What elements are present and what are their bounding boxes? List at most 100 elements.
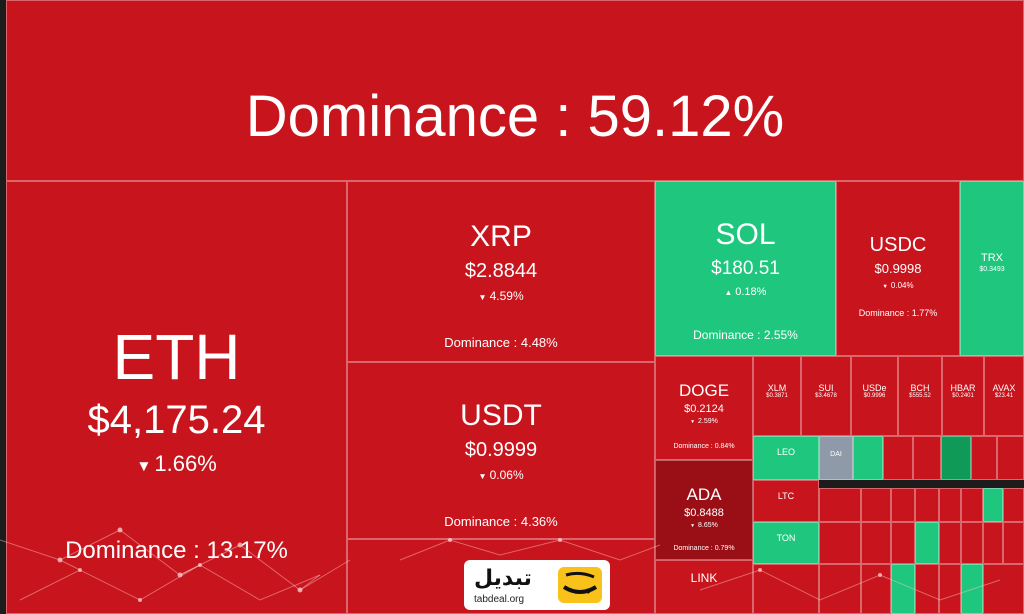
tile-symbol: XRP bbox=[470, 220, 532, 253]
tile-price: $0.2401 bbox=[952, 393, 974, 399]
treemap-tile-small[interactable] bbox=[1003, 522, 1024, 564]
tile-symbol: DAI bbox=[830, 451, 842, 458]
treemap-tile-small[interactable] bbox=[861, 522, 891, 564]
tile-symbol: SOL bbox=[715, 218, 776, 251]
treemap-tile-small[interactable] bbox=[891, 522, 915, 564]
treemap-tile-xlm[interactable]: XLM $0.3871 bbox=[753, 356, 801, 436]
tile-symbol: SUI bbox=[818, 383, 834, 393]
tile-symbol: TON bbox=[776, 533, 796, 543]
treemap-tile-usde[interactable]: USDe $0.9996 bbox=[851, 356, 898, 436]
treemap-tile-ltc[interactable]: LTC bbox=[753, 480, 819, 522]
tile-dominance: Dominance : 1.77% bbox=[858, 308, 938, 318]
tile-dominance: Dominance : 0.79% bbox=[673, 545, 735, 552]
tile-symbol: TRX bbox=[981, 252, 1003, 264]
tile-change: ▼ 8.65% bbox=[690, 522, 718, 529]
tile-price: $0.8488 bbox=[684, 507, 724, 519]
treemap-tile-avax[interactable]: AVAX $23.41 bbox=[984, 356, 1024, 436]
tile-symbol: HBAR bbox=[950, 383, 976, 393]
treemap-tile-small[interactable] bbox=[939, 488, 961, 522]
tabdeal-logo: تبدیل tabdeal.org bbox=[464, 560, 610, 610]
treemap-tile-small[interactable] bbox=[861, 564, 891, 614]
treemap-tile-bch[interactable]: BCH $555.52 bbox=[898, 356, 942, 436]
treemap-tile-hbar[interactable]: HBAR $0.2401 bbox=[942, 356, 984, 436]
tile-dominance: Dominance : 0.84% bbox=[673, 443, 735, 450]
tile-symbol: LINK bbox=[690, 571, 718, 585]
treemap-tile-usdc[interactable]: USDC $0.9998 ▼ 0.04% Dominance : 1.77% bbox=[836, 181, 960, 356]
treemap-tile-leo[interactable]: LEO bbox=[753, 436, 819, 480]
treemap-tile-usdt[interactable]: USDT $0.9999 ▼ 0.06% Dominance : 4.36% bbox=[347, 362, 655, 539]
treemap-tile-small[interactable] bbox=[939, 564, 961, 614]
treemap-tile-small[interactable] bbox=[983, 488, 1003, 522]
treemap-tile-eth[interactable]: ETH $4,175.24 ▼ 1.66% Dominance : 13.17% bbox=[6, 181, 347, 614]
treemap-tile-small[interactable] bbox=[983, 564, 1024, 614]
treemap-tile-small[interactable] bbox=[941, 436, 971, 480]
tile-price: $2.8844 bbox=[464, 260, 538, 282]
treemap-tile-ton[interactable]: TON bbox=[753, 522, 819, 564]
treemap-tile-small[interactable] bbox=[819, 522, 861, 564]
tile-symbol: AVAX bbox=[992, 383, 1016, 393]
treemap-tile-sui[interactable]: SUI $3.4678 bbox=[801, 356, 851, 436]
treemap-tile-small[interactable] bbox=[983, 522, 1003, 564]
logo-url: tabdeal.org bbox=[474, 594, 525, 605]
treemap-tile-link[interactable]: LINK bbox=[655, 560, 753, 614]
treemap-tile-sol[interactable]: SOL $180.51 ▲ 0.18% Dominance : 2.55% bbox=[655, 181, 836, 356]
tile-symbol: ADA bbox=[686, 485, 722, 504]
treemap-tile-small[interactable] bbox=[915, 522, 939, 564]
tile-price: $0.3493 bbox=[979, 266, 1005, 273]
tile-price: $0.9999 bbox=[464, 439, 538, 461]
logo-wordmark: تبدیل bbox=[474, 566, 532, 591]
treemap-tile-dai[interactable]: DAI bbox=[819, 436, 853, 480]
treemap-tile-small[interactable] bbox=[997, 436, 1024, 480]
treemap-tile-doge[interactable]: DOGE $0.2124 ▼ 2.59% Dominance : 0.84% bbox=[655, 356, 753, 460]
tile-symbol: LEO bbox=[776, 447, 795, 457]
treemap-tile-small[interactable] bbox=[915, 488, 939, 522]
btc-dominance-tile[interactable]: Dominance : 59.12% bbox=[6, 0, 1024, 181]
tile-change: ▲ 0.18% bbox=[724, 286, 767, 298]
tile-change: ▼ 0.06% bbox=[478, 468, 524, 482]
tile-symbol: USDT bbox=[460, 399, 542, 432]
treemap-tile-small[interactable] bbox=[891, 488, 915, 522]
treemap-tile-small[interactable] bbox=[961, 488, 983, 522]
tile-price: $180.51 bbox=[711, 258, 780, 279]
tile-price: $0.9996 bbox=[863, 393, 886, 399]
tile-dominance: Dominance : 13.17% bbox=[65, 537, 288, 564]
tile-price: $4,175.24 bbox=[87, 398, 266, 442]
btc-dominance-text: Dominance : 59.12% bbox=[245, 84, 785, 149]
tile-change: ▼ 4.59% bbox=[478, 289, 524, 303]
treemap-tile-small[interactable] bbox=[961, 564, 983, 614]
treemap-tile-small[interactable] bbox=[819, 488, 861, 522]
tile-change: ▼ 2.59% bbox=[690, 418, 718, 425]
tile-symbol: DOGE bbox=[678, 381, 730, 400]
treemap-tile-trx[interactable]: TRX $0.3493 bbox=[960, 181, 1024, 356]
treemap-tile-ada[interactable]: ADA $0.8488 ▼ 8.65% Dominance : 0.79% bbox=[655, 460, 753, 560]
tile-price: $23.41 bbox=[994, 393, 1014, 399]
tile-price: $0.9998 bbox=[874, 261, 922, 276]
treemap-tile-small[interactable] bbox=[891, 564, 915, 614]
treemap-tile-small[interactable] bbox=[819, 564, 861, 614]
treemap-tile-small[interactable] bbox=[861, 488, 891, 522]
treemap-tile-small[interactable] bbox=[971, 436, 997, 480]
tile-symbol: XLM bbox=[767, 383, 787, 393]
tile-symbol: USDC bbox=[869, 234, 927, 256]
tabdeal-mark-icon bbox=[558, 567, 602, 603]
treemap-tile-small[interactable] bbox=[1003, 488, 1024, 522]
tile-change: ▼ 0.04% bbox=[882, 281, 914, 290]
tile-symbol: USDe bbox=[862, 383, 887, 393]
treemap-tile-small[interactable] bbox=[883, 436, 913, 480]
tile-symbol: ETH bbox=[112, 321, 241, 393]
tile-change: ▼ 1.66% bbox=[136, 451, 217, 476]
treemap-tile-small[interactable] bbox=[913, 436, 941, 480]
treemap-tile-small[interactable] bbox=[853, 436, 883, 480]
tile-symbol: BCH bbox=[910, 383, 930, 393]
tile-price: $3.4678 bbox=[815, 393, 837, 399]
tile-price: $555.52 bbox=[909, 393, 931, 399]
tile-dominance: Dominance : 4.48% bbox=[444, 335, 558, 350]
treemap-tile-small[interactable] bbox=[961, 522, 983, 564]
tile-price: $0.3871 bbox=[766, 393, 788, 399]
treemap-tile-small[interactable] bbox=[915, 564, 939, 614]
treemap-tile-small[interactable] bbox=[753, 564, 819, 614]
tile-price: $0.2124 bbox=[684, 403, 724, 415]
treemap-tile-xrp[interactable]: XRP $2.8844 ▼ 4.59% Dominance : 4.48% bbox=[347, 181, 655, 362]
treemap-tile-small[interactable] bbox=[939, 522, 961, 564]
tile-symbol: LTC bbox=[777, 491, 795, 501]
